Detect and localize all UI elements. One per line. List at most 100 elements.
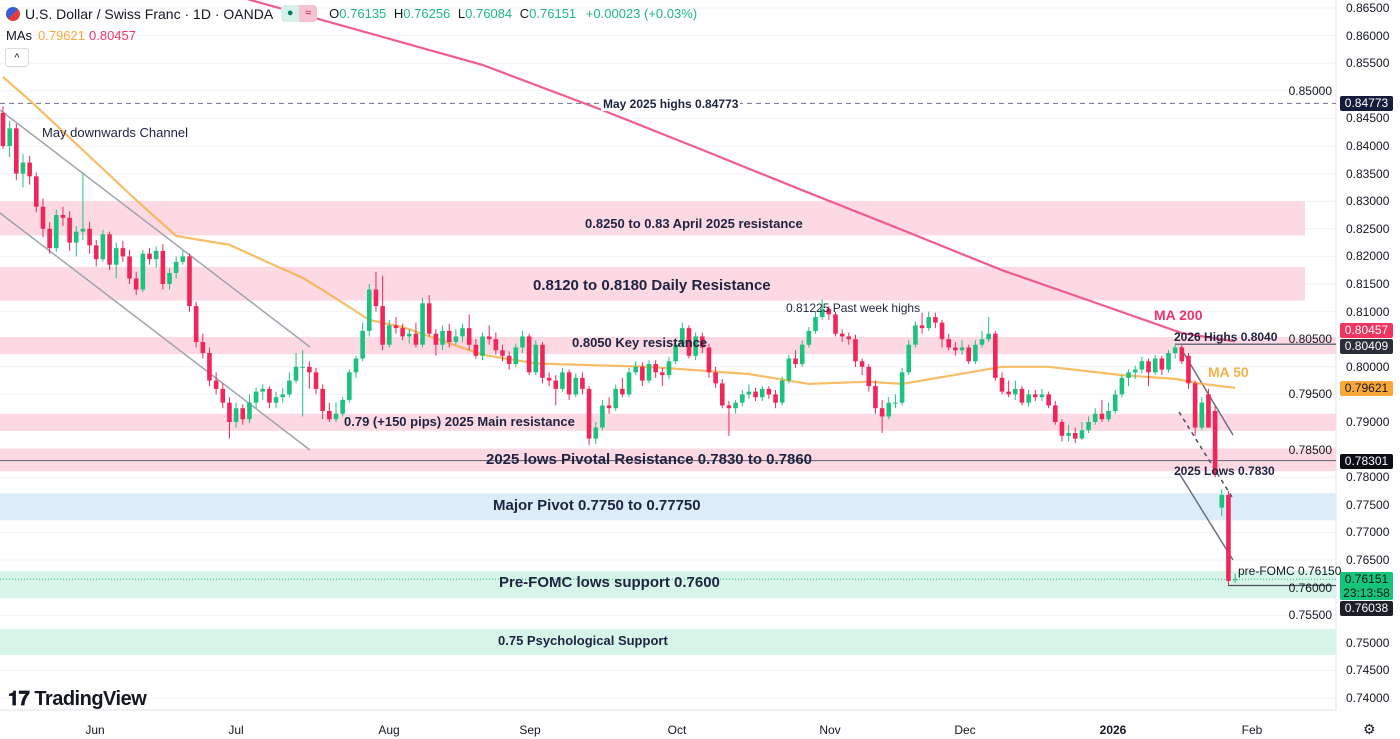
candle-up	[100, 234, 106, 260]
channel-lower-line	[0, 212, 311, 451]
candle-up	[1112, 394, 1118, 411]
high-value: 0.76256	[403, 6, 451, 21]
candle-down	[1046, 394, 1051, 406]
candle-down	[1052, 405, 1058, 422]
candle-down	[1179, 347, 1185, 362]
candle-down	[433, 333, 439, 345]
candle-down	[706, 347, 712, 373]
market-open-dot-icon: ●	[281, 5, 300, 22]
candle-down	[240, 408, 246, 420]
candle-up	[973, 344, 978, 362]
price-tick-label: 0.84000	[1346, 139, 1390, 153]
candle-down	[1146, 361, 1151, 373]
candle-down	[1212, 410, 1218, 475]
psych-support-label: 0.75 Psychological Support	[498, 633, 668, 648]
candle-down	[1226, 494, 1231, 581]
candle-up	[1232, 579, 1238, 581]
time-tick-label: Sep	[519, 723, 541, 737]
candle-down	[267, 388, 272, 403]
price-tick-label: 0.82000	[1346, 249, 1390, 264]
candle-down	[993, 333, 998, 378]
price-tick-label: 0.86000	[1346, 28, 1390, 43]
ma200-line	[247, 0, 1236, 343]
past-week-highs-label: 0.81225 Past week highs	[786, 301, 921, 315]
candle-down	[413, 333, 419, 345]
candle-up	[673, 344, 678, 362]
highs-2026-label: 2026 Highs 0.8040	[1174, 330, 1278, 344]
candle-down	[773, 394, 778, 403]
candle-up	[926, 317, 932, 329]
candle-down	[766, 388, 772, 395]
price-tick-label: 0.77500	[1346, 497, 1390, 512]
candle-up	[1139, 361, 1145, 370]
candle-up	[140, 253, 146, 290]
candle-up	[7, 128, 12, 146]
candle-down	[1159, 358, 1165, 370]
candle-up	[260, 388, 266, 392]
candle-up	[693, 336, 698, 356]
candle-up	[233, 408, 239, 422]
ma50-value: 0.79621	[38, 28, 85, 43]
candle-down	[486, 336, 492, 340]
candle-up	[799, 344, 805, 365]
candle-up	[367, 289, 372, 331]
market-status[interactable]: ● ≈	[281, 5, 318, 22]
price-tick-label: 0.79500	[1288, 387, 1332, 402]
candle-up	[153, 250, 159, 260]
collapse-legend-button[interactable]: ^	[5, 48, 29, 67]
low-2025-badge: 0.78301	[1340, 454, 1393, 469]
candle-down	[566, 372, 572, 395]
candle-up	[573, 377, 579, 395]
candle-up	[666, 361, 672, 376]
symbol-title[interactable]: U.S. Dollar / Swiss Franc · 1D · OANDA	[25, 5, 274, 22]
price-tick-label: 0.81000	[1346, 304, 1390, 319]
tradingview-logo[interactable]: 𝟏𝟕 TradingView	[8, 688, 147, 711]
candle-up	[280, 394, 286, 398]
candle-up	[560, 372, 565, 389]
candle-down	[580, 377, 585, 389]
candle-down	[833, 314, 838, 334]
ma200-value: 0.80457	[89, 28, 136, 43]
candle-up	[20, 162, 26, 174]
ma-legend[interactable]: MAs 0.79621 0.80457	[6, 28, 136, 43]
candle-up	[406, 333, 412, 337]
candle-up	[886, 402, 892, 417]
time-tick-label: Oct	[667, 723, 687, 737]
jan-channel-lower-line	[1178, 472, 1234, 561]
candle-up	[633, 366, 638, 373]
candle-down	[1186, 355, 1191, 384]
candle-up	[460, 328, 465, 337]
open-key: O	[329, 6, 340, 21]
candle-down	[866, 366, 872, 387]
candle-up	[180, 256, 186, 262]
channel-upper-line	[0, 109, 311, 348]
logo-text: TradingView	[34, 688, 147, 710]
candle-up	[680, 328, 685, 345]
candle-up	[893, 402, 898, 404]
settings-gear-icon[interactable]: ⚙	[1363, 721, 1376, 737]
candle-up	[287, 380, 292, 395]
candle-down	[859, 361, 865, 367]
data-delay-icon: ≈	[299, 5, 318, 22]
bar-countdown: 23:13:58	[1343, 586, 1390, 600]
price-tick-label: 0.74500	[1346, 663, 1390, 678]
price-tick-label: 0.86500	[1346, 1, 1390, 15]
candle-up	[80, 228, 86, 232]
candle-up	[340, 399, 345, 414]
prefomc-label: pre-FOMC 0.76150	[1238, 564, 1342, 578]
candle-down	[60, 215, 66, 218]
candle-down	[793, 358, 798, 365]
time-tick-label: Feb	[1241, 723, 1263, 737]
time-tick-label: Jul	[228, 723, 244, 737]
price-tick-label: 0.81500	[1346, 277, 1390, 291]
candle-up	[1086, 422, 1091, 431]
candle-up	[979, 339, 985, 345]
candle-up	[786, 358, 792, 381]
candle-up	[247, 402, 252, 420]
candle-down	[320, 388, 325, 411]
close-key: C	[519, 6, 530, 21]
candle-up	[819, 308, 825, 318]
candle-down	[966, 347, 971, 362]
candle-down	[826, 308, 832, 315]
